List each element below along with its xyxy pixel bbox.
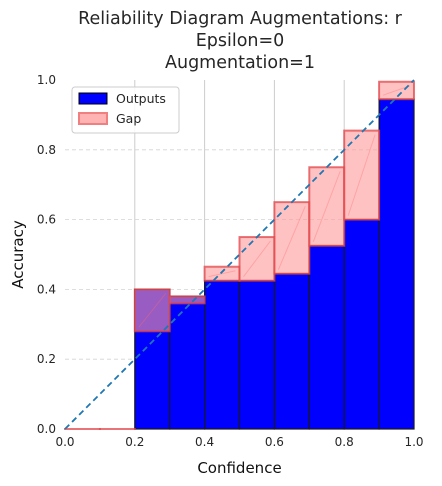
x-tick-label: 1.0 (404, 435, 423, 449)
gap-bar (378, 80, 416, 101)
legend-swatch-outputs (78, 92, 108, 105)
gap-hatch (243, 240, 271, 277)
output-bar (378, 98, 415, 430)
x-tick-label: 0.2 (125, 435, 144, 449)
y-tick-label: 1.0 (37, 73, 56, 87)
output-bar (308, 245, 345, 430)
legend: Outputs Gap (71, 86, 180, 134)
legend-label-gap: Gap (116, 111, 141, 126)
output-bar (238, 280, 276, 430)
y-tick-label: 0.8 (37, 143, 56, 157)
x-tick-label: 0.8 (335, 435, 354, 449)
y-tick-label: 0.0 (37, 422, 56, 436)
gap-hatch (208, 270, 236, 278)
x-axis-label: Confidence (197, 459, 281, 477)
chart-title-line-2: Epsilon=0 (196, 31, 285, 51)
x-tick-label: 0.6 (265, 435, 284, 449)
output-bar (169, 295, 206, 430)
output-bar (273, 273, 310, 430)
y-tick-label: 0.2 (37, 352, 56, 366)
y-tick-label: 0.6 (37, 213, 56, 227)
x-tick-label: 0.4 (195, 435, 214, 449)
gap-bar (343, 129, 381, 221)
gap-bar (133, 288, 171, 333)
chart-title: Reliability Diagram Augmentations: r Eps… (78, 9, 403, 73)
output-bars (134, 98, 415, 430)
gap-hatch (312, 171, 341, 242)
chart-title-line-1: Reliability Diagram Augmentations: r (78, 9, 403, 29)
perfect-calibration-line (64, 79, 415, 430)
gap-hatch (347, 134, 376, 216)
legend-swatch-gap (78, 112, 108, 125)
output-bar (204, 280, 241, 430)
y-tick-label: 0.4 (37, 282, 56, 296)
gap-bar (238, 236, 276, 282)
chart-title-line-3: Augmentation=1 (165, 53, 315, 73)
tick-labels: 0.0 0.2 0.4 0.6 0.8 1.0 0.0 0.2 0.4 0.6 0.8 1.0 (37, 73, 424, 449)
legend-label-outputs: Outputs (116, 91, 166, 106)
x-tick-label: 0.0 (55, 435, 74, 449)
output-bar (343, 219, 380, 430)
y-axis-label: Accuracy (9, 220, 27, 289)
gap-hatch (277, 205, 306, 270)
gap-bar (308, 166, 346, 247)
gap-hatch (138, 293, 167, 328)
gap-bar (168, 295, 206, 305)
